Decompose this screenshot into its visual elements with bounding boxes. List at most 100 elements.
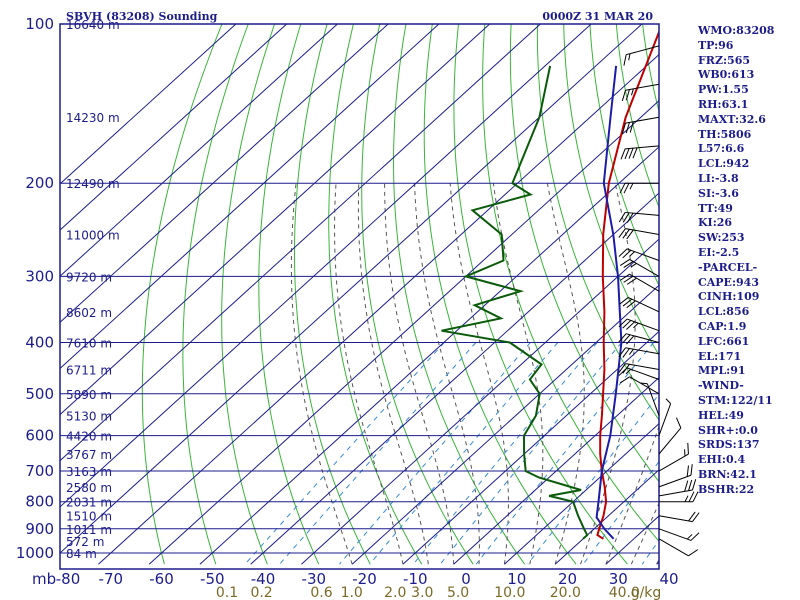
isotherm xyxy=(250,192,659,565)
temperature-tick-label: 30 xyxy=(609,570,628,588)
wind-barb xyxy=(619,376,660,395)
barb-flag xyxy=(622,334,631,344)
chart-grid xyxy=(59,23,660,570)
dry-adiabat xyxy=(482,24,659,543)
height-tick-label: 8602 m xyxy=(66,306,112,320)
barb-flag xyxy=(688,549,699,557)
height-tick-label: 572 m xyxy=(66,535,104,549)
barb-flag xyxy=(618,333,627,343)
barb-staff xyxy=(625,228,660,235)
index-item: PW:1.55 xyxy=(698,83,749,97)
x-axis-unit: g/kg xyxy=(631,585,662,600)
barb-flag xyxy=(618,212,626,223)
barb-flag xyxy=(623,260,634,268)
index-item: MPL:91 xyxy=(698,364,746,378)
pressure-tick-label: 700 xyxy=(25,462,54,480)
dry-adiabat xyxy=(221,24,275,565)
wind-barb xyxy=(618,318,660,332)
temperature-tick-label: -50 xyxy=(200,570,225,588)
temperature-tick-label: 40 xyxy=(659,570,678,588)
height-tick-label: 14230 m xyxy=(66,111,120,125)
index-item: SI:-3.6 xyxy=(698,186,739,200)
index-item: STM:122/11 xyxy=(698,393,773,407)
isotherm xyxy=(351,284,659,565)
pressure-tick-label: 1000 xyxy=(16,544,54,562)
barb-staff xyxy=(646,383,660,416)
isotherm xyxy=(60,24,643,554)
index-item: WMO:83208 xyxy=(698,24,775,37)
wind-barb xyxy=(658,528,700,541)
barb-staff xyxy=(658,489,693,497)
pressure-tick-label: 900 xyxy=(25,520,54,538)
wind-barb xyxy=(658,464,693,488)
index-item: EHI:0.4 xyxy=(698,453,746,467)
height-tick-label: 3767 m xyxy=(66,448,112,462)
barb-half-flag xyxy=(684,495,689,502)
mixing-ratio-tick-label: 0.6 xyxy=(310,585,332,600)
dry-adiabat xyxy=(293,24,371,565)
wind-barb xyxy=(640,382,660,416)
index-item: LFC:661 xyxy=(698,334,750,348)
barb-staff xyxy=(626,333,660,343)
pressure-tick-label: 200 xyxy=(25,174,54,192)
mixing-ratio-tick-label: 5.0 xyxy=(447,585,469,600)
barb-flag xyxy=(618,347,626,358)
barb-half-flag xyxy=(631,88,634,96)
index-item: KI:26 xyxy=(698,216,733,230)
temperature-trace xyxy=(596,29,659,540)
mixing-ratio-tick-label: 3.0 xyxy=(411,585,433,600)
dry-adiabat xyxy=(453,24,628,565)
wind-barb xyxy=(618,248,660,261)
wind-barb xyxy=(658,538,699,557)
barb-flag xyxy=(624,148,630,160)
dry-adiabat xyxy=(615,24,659,209)
barb-staff xyxy=(658,538,689,557)
mixing-ratio-line xyxy=(339,342,531,565)
barb-flag xyxy=(619,376,630,384)
barb-flag xyxy=(688,511,696,522)
barb-flag xyxy=(619,297,629,305)
dry-adiabat xyxy=(182,24,249,565)
index-item: TT:49 xyxy=(698,201,733,215)
isotherm xyxy=(60,24,541,462)
barb-flag xyxy=(688,491,695,502)
barb-flag xyxy=(626,321,635,330)
barb-staff xyxy=(626,367,660,380)
mixing-ratio-line xyxy=(412,342,598,565)
height-tick-label: 6711 m xyxy=(66,364,112,378)
isotherm xyxy=(453,376,659,565)
barb-flag xyxy=(621,90,626,102)
moist-adiabat xyxy=(290,183,353,565)
chart-title: SBVH (83208) Sounding xyxy=(66,10,218,23)
wind-barb xyxy=(659,491,699,503)
barb-flag xyxy=(675,417,682,429)
pressure-tick-label: 800 xyxy=(25,493,54,511)
isotherm xyxy=(402,330,659,565)
temperature-tick-label: -60 xyxy=(149,570,174,588)
index-item: EI:-2.5 xyxy=(698,245,740,259)
barb-flag xyxy=(692,491,699,502)
barb-half-flag xyxy=(686,534,693,540)
barb-flag xyxy=(684,480,689,492)
moist-adiabat xyxy=(333,183,404,565)
barb-half-flag xyxy=(684,449,686,457)
barb-staff xyxy=(627,296,660,313)
height-tick-label: 3163 m xyxy=(66,465,112,479)
height-tick-label: 12490 m xyxy=(66,177,120,191)
barb-flag xyxy=(623,54,627,66)
wind-barb xyxy=(620,145,660,160)
index-item: L57:6.6 xyxy=(698,142,745,156)
barb-flag xyxy=(632,147,638,159)
mixing-ratio-tick-label: 0.1 xyxy=(216,585,238,600)
wind-barb xyxy=(621,116,660,134)
height-tick-label: 11000 m xyxy=(66,229,120,243)
index-item: BSHR:22 xyxy=(698,482,755,496)
index-item: EL:171 xyxy=(698,349,742,363)
height-tick-label: 5130 m xyxy=(66,410,112,424)
index-item: TH:5806 xyxy=(698,127,752,141)
mixing-ratio-line xyxy=(475,342,655,565)
barb-half-flag xyxy=(640,382,648,385)
barb-half-flag xyxy=(625,368,632,375)
barb-flag xyxy=(690,464,693,476)
barb-flag xyxy=(688,479,693,491)
